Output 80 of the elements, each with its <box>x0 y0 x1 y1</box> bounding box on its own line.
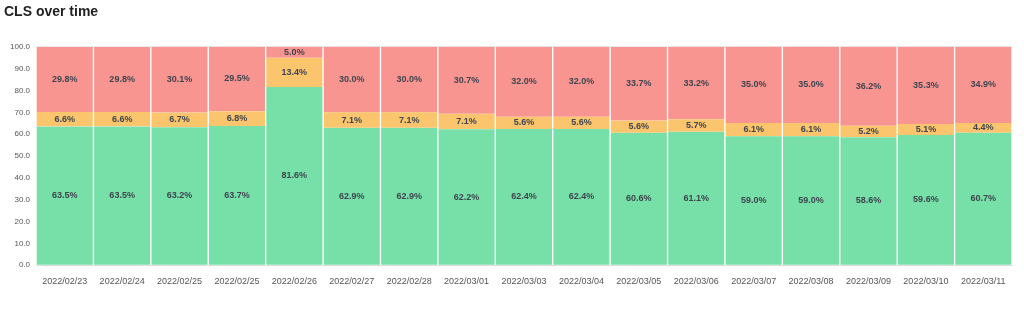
data-label: 6.8% <box>226 113 248 124</box>
data-label: 62.9% <box>396 190 422 201</box>
y-tick-label: 0.0 <box>18 260 31 270</box>
x-tick-label: 2022/03/10 <box>903 276 949 287</box>
x-tick-label: 2022/03/08 <box>788 276 834 287</box>
data-label: 60.6% <box>626 193 652 204</box>
x-tick-label: 2022/03/06 <box>673 276 719 287</box>
data-label: 34.9% <box>970 79 997 90</box>
x-tick-label: 2022/02/23 <box>42 276 88 287</box>
data-label: 6.6% <box>111 113 133 124</box>
x-tick-label: 2022/02/24 <box>99 276 145 287</box>
data-label: 29.8% <box>109 74 135 85</box>
data-label: 5.6% <box>628 121 650 132</box>
data-label: 13.4% <box>281 66 308 77</box>
data-label: 81.6% <box>281 170 308 181</box>
data-label: 29.5% <box>224 73 250 84</box>
data-label: 4.4% <box>973 122 994 133</box>
x-tick-label: 2022/03/04 <box>558 276 604 287</box>
data-label: 62.4% <box>511 191 537 202</box>
data-label: 33.2% <box>683 77 710 88</box>
x-tick-label: 2022/03/03 <box>501 276 547 287</box>
data-label: 5.7% <box>685 120 707 131</box>
x-tick-label: 2022/03/05 <box>616 276 662 287</box>
y-tick-label: 10.0 <box>14 238 31 248</box>
y-tick-label: 20.0 <box>14 216 31 226</box>
data-label: 63.7% <box>224 189 250 200</box>
x-tick-label: 2022/03/09 <box>845 276 891 287</box>
x-tick-label: 2022/03/11 <box>961 276 1006 287</box>
y-tick-label: 70.0 <box>14 107 31 117</box>
y-tick-label: 40.0 <box>14 173 31 183</box>
y-tick-label: 90.0 <box>14 63 31 73</box>
data-label: 62.4% <box>568 191 595 202</box>
data-label: 59.0% <box>798 195 824 206</box>
x-tick-label: 2022/02/27 <box>329 276 375 287</box>
data-label: 63.5% <box>109 190 135 201</box>
data-label: 61.1% <box>683 192 710 203</box>
data-label: 30.0% <box>339 74 365 85</box>
data-label: 33.7% <box>626 78 652 89</box>
data-label: 32.0% <box>568 76 595 87</box>
data-label: 7.1% <box>341 114 363 125</box>
data-label: 30.7% <box>453 74 480 85</box>
data-label: 5.2% <box>858 126 879 137</box>
x-tick-label: 2022/02/25 <box>214 276 260 287</box>
x-tick-label: 2022/03/07 <box>731 276 777 287</box>
x-tick-label: 2022/02/28 <box>386 276 432 287</box>
data-label: 59.0% <box>740 195 767 206</box>
data-label: 7.1% <box>456 116 477 127</box>
data-label: 6.7% <box>169 114 190 125</box>
data-label: 35.3% <box>913 79 939 90</box>
x-tick-label: 2022/03/01 <box>444 276 490 287</box>
data-label: 6.6% <box>54 113 75 124</box>
y-tick-label: 60.0 <box>14 129 31 139</box>
x-tick-label: 2022/02/25 <box>157 276 203 287</box>
data-label: 5.0% <box>284 46 305 57</box>
data-label: 30.0% <box>396 74 422 85</box>
data-label: 5.6% <box>513 117 535 128</box>
y-tick-label: 30.0 <box>14 194 31 204</box>
data-label: 36.2% <box>855 80 882 91</box>
data-label: 6.1% <box>743 124 764 135</box>
data-label: 35.0% <box>740 79 767 90</box>
data-label: 63.2% <box>166 190 193 201</box>
data-label: 29.8% <box>51 74 78 85</box>
data-label: 32.0% <box>511 76 537 87</box>
data-label: 5.6% <box>571 117 592 128</box>
x-tick-label: 2022/02/26 <box>271 276 317 287</box>
data-label: 6.1% <box>800 124 822 135</box>
data-label: 30.1% <box>166 74 193 85</box>
y-tick-label: 50.0 <box>14 151 31 161</box>
data-label: 7.1% <box>398 114 420 125</box>
y-tick-label: 100.0 <box>9 42 31 51</box>
data-label: 63.5% <box>51 190 78 201</box>
data-label: 58.6% <box>855 195 882 206</box>
data-label: 62.2% <box>453 191 480 202</box>
chart-title: CLS over time <box>4 3 99 20</box>
y-tick-label: 80.0 <box>14 85 31 95</box>
data-label: 35.0% <box>798 79 824 90</box>
data-label: 59.6% <box>913 194 939 205</box>
data-label: 5.1% <box>915 123 937 134</box>
data-label: 60.7% <box>970 193 997 204</box>
data-label: 62.9% <box>339 190 365 201</box>
